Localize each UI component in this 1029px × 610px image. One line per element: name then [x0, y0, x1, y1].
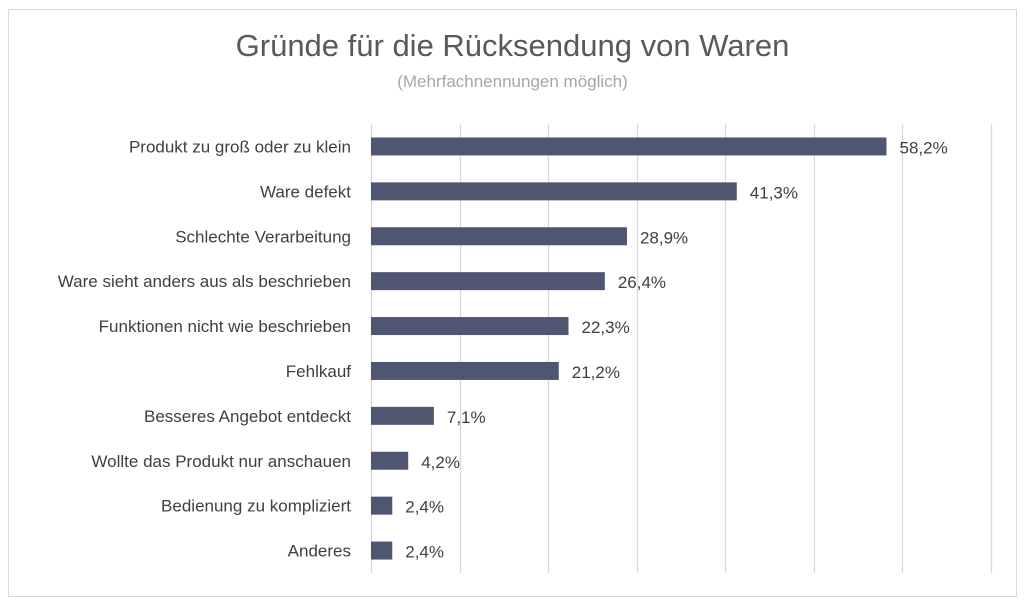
bar: [371, 451, 409, 470]
category-label: Funktionen nicht wie beschrieben: [99, 317, 351, 336]
value-label: 58,2%: [899, 138, 947, 157]
category-label: Ware sieht anders aus als beschrieben: [58, 272, 351, 291]
value-label: 2,4%: [405, 498, 444, 517]
category-label: Fehlkauf: [286, 362, 351, 381]
value-label: 21,2%: [572, 363, 620, 382]
category-label: Anderes: [288, 542, 351, 561]
category-label: Bedienung zu kompliziert: [161, 497, 351, 516]
category-label: Produkt zu groß oder zu klein: [129, 137, 351, 156]
bar: [371, 317, 569, 336]
chart-subtitle: (Mehrfachnennungen möglich): [397, 72, 628, 91]
category-label: Besseres Angebot entdeckt: [144, 407, 351, 426]
bar: [371, 406, 434, 425]
bar: [371, 361, 559, 380]
category-label: Schlechte Verarbeitung: [175, 227, 351, 246]
category-label: Ware defekt: [260, 182, 351, 201]
bar: [371, 272, 605, 291]
value-label: 41,3%: [750, 183, 798, 202]
value-label: 22,3%: [582, 318, 630, 337]
value-label: 7,1%: [447, 408, 486, 427]
category-label: Wollte das Produkt nur anschauen: [91, 452, 351, 471]
bar: [371, 541, 393, 560]
bar: [371, 137, 887, 156]
chart-title: Gründe für die Rücksendung von Waren: [235, 28, 790, 63]
value-label: 4,2%: [421, 453, 460, 472]
bar: [371, 182, 737, 201]
bar: [371, 496, 393, 515]
bar: [371, 227, 627, 246]
value-label: 2,4%: [405, 543, 444, 562]
value-label: 28,9%: [640, 228, 688, 247]
value-label: 26,4%: [618, 273, 666, 292]
chart-frame: [8, 9, 1017, 597]
